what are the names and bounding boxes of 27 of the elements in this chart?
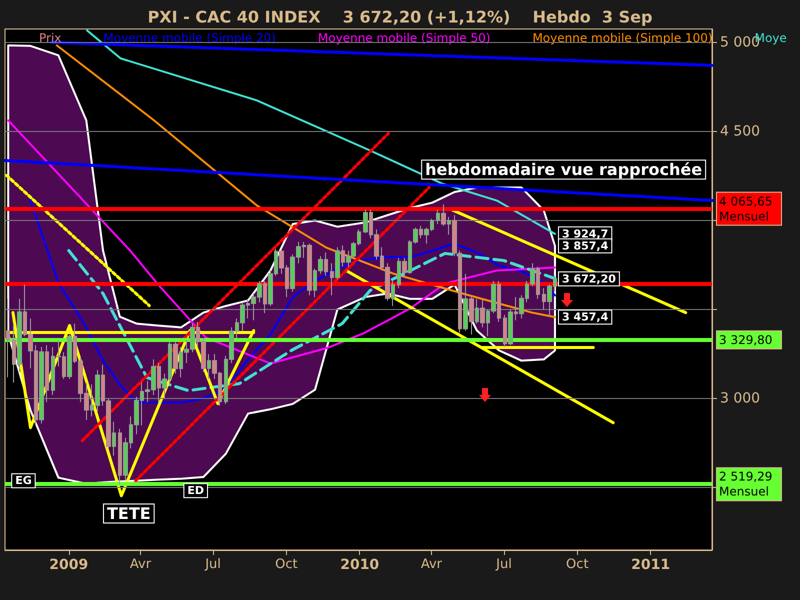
x-tick-label: Oct <box>275 557 298 572</box>
x-tick-label: Jul <box>495 557 512 572</box>
y-tick-label: 3 000 <box>720 390 760 407</box>
text: Moyenne mobile (Simple 100) <box>532 31 713 45</box>
text: Moyenne mobile (Simple 20) <box>103 31 276 45</box>
annotation: EG <box>15 474 32 488</box>
annotation: 3 457,4 <box>562 310 609 324</box>
x-tick-label: 2009 <box>49 557 88 573</box>
ref-line-label: 4 065,65 Mensuel <box>719 194 776 224</box>
x-tick-label: Avr <box>130 557 152 572</box>
annotation: 3 924,7 <box>562 227 608 240</box>
ref-line-label: 3 329,80 <box>719 332 772 347</box>
x-tick-label: 2010 <box>340 557 380 573</box>
x-tick-label: Jul <box>204 557 221 572</box>
x-tick-label: Avr <box>420 557 443 572</box>
text: Prix <box>39 31 62 45</box>
annotation: 3 672,20 <box>562 272 616 286</box>
annotation: hebdomadaire vue rapprochée <box>425 160 702 180</box>
text: Moyenne mobile (Simple 50) <box>318 31 490 45</box>
y-tick-label: 4 500 <box>720 123 760 140</box>
annotation: ED <box>187 484 204 498</box>
ref-line-label: 2 519,29 Mensuel <box>719 470 776 499</box>
x-tick-label: 2011 <box>631 557 670 573</box>
chart-title: PXI - CAC 40 INDEX 3 672,20 (+1,12%) Hebdo 3 Sep <box>148 8 652 26</box>
annotation: TETE <box>106 504 151 524</box>
annotation: 3 857,4 <box>562 239 609 252</box>
x-tick-label: Oct <box>566 557 589 572</box>
